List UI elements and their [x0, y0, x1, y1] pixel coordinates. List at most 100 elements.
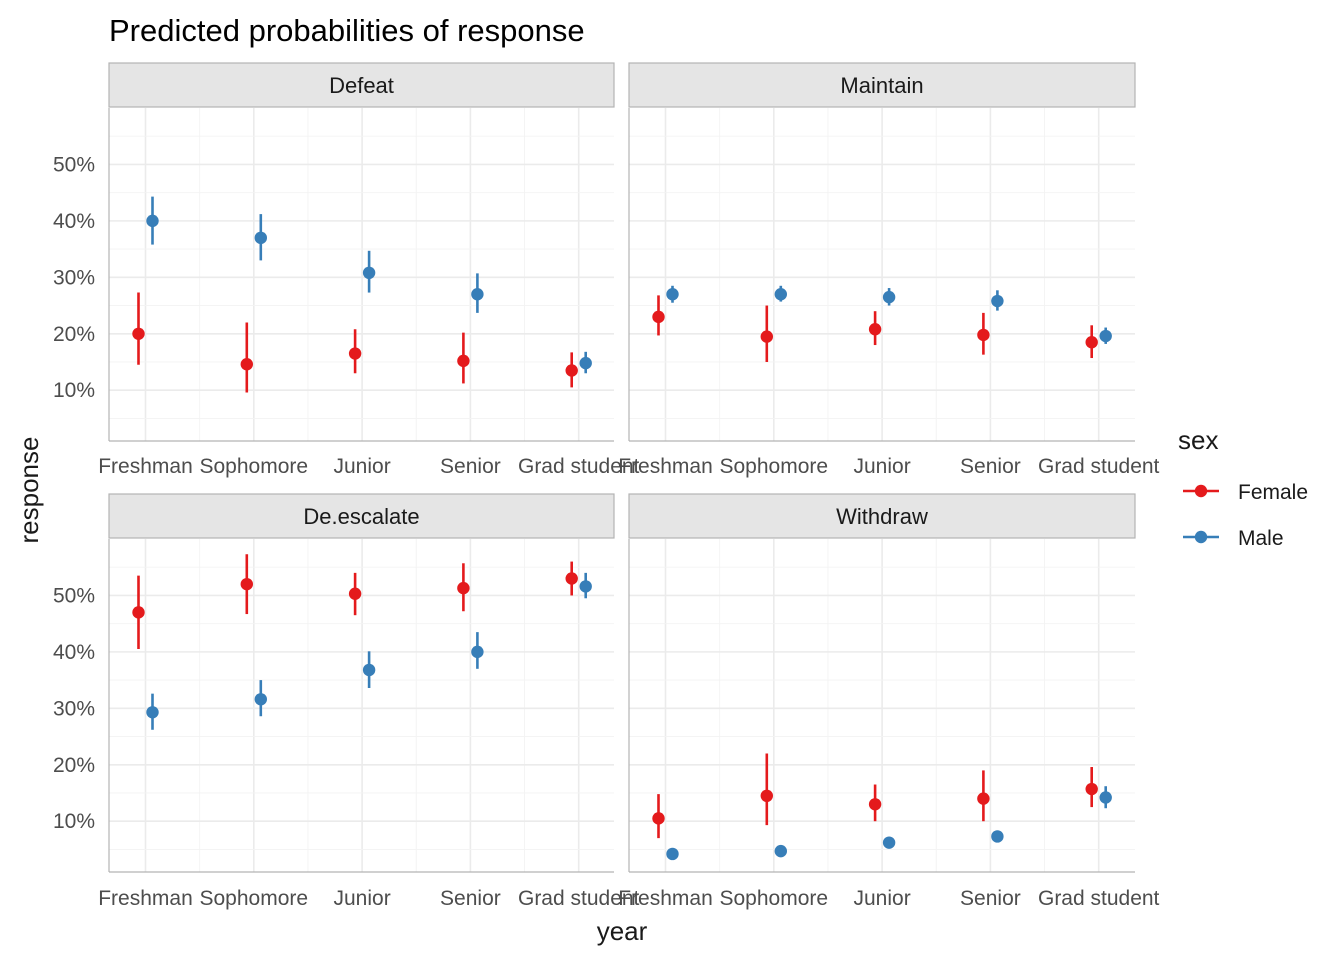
data-point: [882, 836, 896, 849]
strip-defeat: [108, 62, 615, 108]
data-point: [774, 288, 787, 301]
x-axis-title: year: [597, 916, 648, 946]
data-point: [1099, 329, 1112, 343]
y-tick-label: 30%: [53, 266, 95, 289]
x-tick-label: Freshman: [618, 455, 713, 478]
data-point: [1099, 791, 1112, 804]
legend: sex Female Male: [1178, 425, 1308, 550]
x-tick-label: Junior: [333, 455, 390, 478]
x-tick-label: Grad student: [1038, 455, 1160, 478]
panel-withdraw: Withdraw Freshman Sophomore Junior Senior Gra…: [618, 493, 1160, 910]
y-tick-label: 10%: [53, 379, 95, 402]
y-tick-label: 30%: [53, 697, 95, 720]
data-point: [240, 358, 253, 371]
data-point: [362, 266, 376, 280]
y-tick-label: 20%: [53, 754, 95, 777]
x-tick-label: Freshman: [618, 887, 713, 910]
strip-withdraw: [628, 493, 1136, 539]
series-female-de-escalate: [132, 554, 578, 650]
data-point: [760, 789, 773, 803]
strip-label-defeat: Defeat: [329, 73, 394, 98]
legend-label: Male: [1238, 527, 1284, 550]
legend-item-male: Male: [1183, 527, 1284, 550]
legend-item-female: Female: [1183, 481, 1308, 504]
x-tick-label: Senior: [960, 455, 1021, 478]
y-tick-label: 10%: [53, 810, 95, 833]
data-point: [868, 798, 882, 811]
x-tick-label: Senior: [440, 887, 501, 910]
data-point: [579, 356, 592, 370]
legend-title: sex: [1178, 425, 1218, 455]
data-point: [348, 347, 362, 360]
data-point: [652, 812, 665, 825]
series-male-maintain: [666, 285, 1112, 344]
data-point: [666, 288, 679, 301]
series-female-defeat: [132, 292, 578, 393]
y-tick-label: 50%: [53, 584, 95, 607]
chart-title: Predicted probabilities of response: [109, 13, 585, 48]
data-point: [565, 364, 578, 377]
panel-maintain: Maintain Freshman Sophomore Junior Senior Gra…: [618, 62, 1160, 478]
data-point: [146, 214, 159, 228]
series-male-de-escalate: [146, 572, 592, 730]
data-point: [977, 792, 990, 805]
x-tick-label: Senior: [440, 455, 501, 478]
x-tick-label: Sophomore: [720, 887, 829, 910]
data-point: [254, 693, 267, 706]
legend-key-point: [1194, 530, 1208, 544]
data-point: [1085, 336, 1098, 349]
y-tick-label: 50%: [53, 153, 95, 176]
strip-de-escalate: [108, 493, 615, 539]
strip-maintain: [628, 62, 1136, 108]
gridlines-defeat: [109, 108, 614, 441]
y-tick-label: 40%: [53, 641, 95, 664]
series-female-withdraw: [652, 753, 1098, 839]
series-male-defeat: [146, 196, 592, 374]
x-tick-label: Freshman: [98, 887, 193, 910]
data-point: [457, 354, 470, 368]
strip-label-maintain: Maintain: [840, 73, 923, 98]
x-tick-label: Junior: [853, 455, 910, 478]
gridlines-withdraw: [629, 539, 1135, 872]
x-tick-label: Sophomore: [200, 887, 309, 910]
series-male-withdraw: [666, 786, 1112, 861]
x-tick-label: Grad student: [518, 887, 640, 910]
data-point: [760, 330, 773, 343]
data-point: [652, 310, 665, 324]
data-point: [457, 581, 470, 595]
data-point: [977, 328, 990, 342]
legend-label: Female: [1238, 481, 1308, 504]
x-tick-label: Sophomore: [720, 455, 829, 478]
strip-label-de-escalate: De.escalate: [303, 504, 419, 529]
x-tick-label: Junior: [333, 887, 390, 910]
x-tick-label: Freshman: [98, 455, 193, 478]
data-point: [132, 606, 145, 619]
data-point: [774, 844, 787, 858]
facet-panels: Defeat 10% 20% 30% 40% 50% Freshman Sophomore Ju…: [53, 62, 1160, 910]
data-point: [362, 663, 376, 677]
x-tick-label: Grad student: [1038, 887, 1160, 910]
data-point: [882, 290, 896, 304]
x-tick-label: Junior: [853, 887, 910, 910]
y-axis-title: response: [14, 437, 44, 544]
data-point: [254, 231, 267, 245]
panel-de-escalate: De.escalate 10% 20% 30% 40% 50% Freshman Sophom…: [53, 493, 640, 910]
y-tick-label: 20%: [53, 323, 95, 346]
data-point: [666, 847, 679, 861]
legend-key-point: [1194, 484, 1208, 498]
data-point: [146, 706, 159, 719]
x-tick-label: Sophomore: [200, 455, 309, 478]
series-female-maintain: [652, 295, 1098, 362]
gridlines-de-escalate: [109, 539, 614, 872]
panel-defeat: Defeat 10% 20% 30% 40% 50% Freshman Sophomore Ju…: [53, 62, 640, 478]
data-point: [1085, 782, 1098, 796]
strip-label-withdraw: Withdraw: [836, 504, 928, 529]
data-point: [991, 294, 1004, 308]
data-point: [348, 587, 362, 600]
x-tick-label: Grad student: [518, 455, 640, 478]
y-tick-label: 40%: [53, 210, 95, 233]
data-point: [579, 580, 592, 593]
data-point: [868, 323, 882, 336]
gridlines-maintain: [629, 108, 1135, 441]
